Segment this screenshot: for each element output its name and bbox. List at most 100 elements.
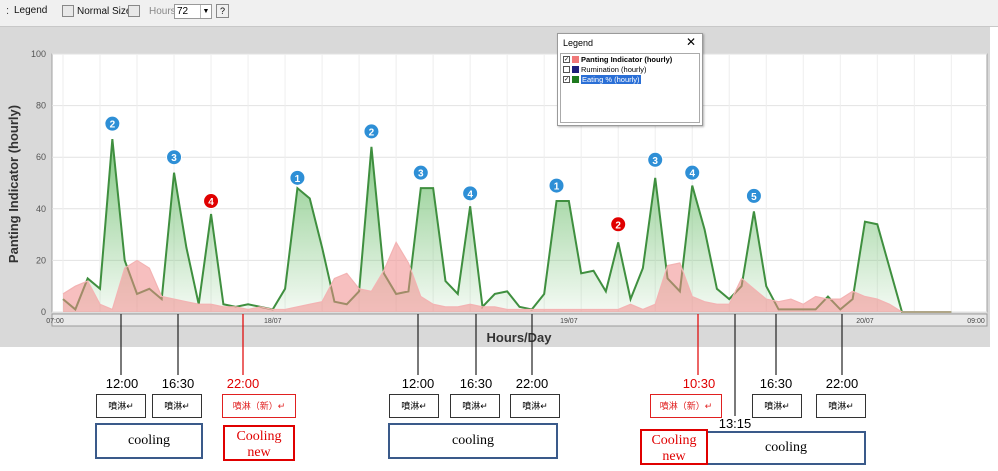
spray-box: 噴淋↵ xyxy=(450,394,500,418)
cooling-new-box: Cooling new xyxy=(640,429,708,465)
annotation-lines xyxy=(120,314,843,416)
annotation-time: 10:30 xyxy=(682,376,716,391)
annotation-time: 12:00 xyxy=(105,376,139,391)
y-tick-label: 20 xyxy=(36,255,46,265)
panting-series xyxy=(62,241,952,313)
event-marker xyxy=(745,187,762,204)
legend-item[interactable]: Rumination (hourly) xyxy=(561,64,699,74)
x-axis-bar xyxy=(51,313,988,327)
event-marker-label: 2 xyxy=(110,120,116,131)
toolbar-grip[interactable]: : xyxy=(6,5,10,17)
event-marker-label: 1 xyxy=(295,174,301,185)
event-marker-label: 3 xyxy=(171,153,177,164)
legend-button[interactable]: Legend xyxy=(14,5,47,16)
y-tick-label: 100 xyxy=(31,49,46,59)
event-marker-label: 2 xyxy=(369,127,375,138)
x-axis: 07:00 18/07 19/07 20/07 09:00 xyxy=(46,318,985,325)
y-axis: 0 20 40 60 80 100 xyxy=(31,49,46,317)
spray-box: 噴淋↵ xyxy=(752,394,802,418)
annotation-time: 12:00 xyxy=(401,376,435,391)
legend-header: Legend ✕ xyxy=(558,34,702,52)
help-button[interactable]: ? xyxy=(216,4,229,18)
event-marker xyxy=(203,193,220,210)
event-marker-label: 3 xyxy=(652,156,658,167)
event-marker-label: 4 xyxy=(689,169,695,180)
normal-size-label: Normal Size xyxy=(77,5,132,17)
toolbar: : Legend Normal Size Hours 72 ▼ ? xyxy=(0,0,998,27)
cooling-box: cooling xyxy=(706,431,866,465)
x-axis-label: Hours/Day xyxy=(486,330,552,345)
event-marker xyxy=(647,151,664,168)
legend-list: ✓ Panting Indicator (hourly) Rumination (… xyxy=(560,53,700,123)
spray-box: 噴淋↵ xyxy=(510,394,560,418)
legend-swatch xyxy=(572,75,579,83)
spray-box: 噴淋↵ xyxy=(96,394,146,418)
event-marker xyxy=(412,164,429,181)
legend-item-label: Eating % (hourly) xyxy=(581,74,641,84)
annotation-time: 22:00 xyxy=(825,376,859,391)
legend-swatch xyxy=(572,55,579,63)
legend-button-label: Legend xyxy=(14,5,48,16)
event-marker-label: 1 xyxy=(554,182,560,193)
event-marker xyxy=(363,123,380,140)
event-marker xyxy=(104,115,121,132)
event-marker-label: 4 xyxy=(467,189,473,200)
event-marker-label: 5 xyxy=(751,192,757,203)
event-marker-label: 2 xyxy=(615,220,621,231)
legend-window[interactable]: Legend ✕ ✓ Panting Indicator (hourly) Rumi… xyxy=(557,33,703,126)
x-tick-label: 20/07 xyxy=(856,318,874,325)
close-icon[interactable]: ✕ xyxy=(685,35,696,49)
refresh-icon xyxy=(128,5,140,17)
panting-line xyxy=(62,241,952,313)
chevron-down-icon[interactable]: ▼ xyxy=(200,5,211,18)
legend-item[interactable]: ✓ Panting Indicator (hourly) xyxy=(561,54,699,64)
refresh-button[interactable] xyxy=(128,5,140,17)
checkbox[interactable]: ✓ xyxy=(563,55,570,63)
event-marker-label: 3 xyxy=(418,169,424,180)
legend-item-label: Panting Indicator (hourly) xyxy=(581,54,673,64)
zoom-icon xyxy=(62,5,74,17)
event-marker xyxy=(166,149,183,166)
x-tick-label: 07:00 xyxy=(46,318,64,325)
legend-item[interactable]: ✓ Eating % (hourly) xyxy=(561,74,699,84)
y-axis-label: Panting Indicator (hourly) xyxy=(6,105,21,263)
event-markers: 2 3 4 1 2 3 4 1 2 3 4 5 xyxy=(104,115,762,233)
y-tick-label: 0 xyxy=(41,307,46,317)
checkbox[interactable] xyxy=(563,65,570,73)
annotation-time: 13:15 xyxy=(718,416,752,431)
event-marker xyxy=(684,164,701,181)
event-marker xyxy=(548,177,565,194)
legend-title: Legend xyxy=(563,38,594,48)
checkbox[interactable]: ✓ xyxy=(563,75,570,83)
x-tick-label: 09:00 xyxy=(967,318,985,325)
x-tick-label: 18/07 xyxy=(264,318,282,325)
y-tick-label: 80 xyxy=(36,101,46,111)
event-marker xyxy=(610,216,627,233)
x-tick-label: 19/07 xyxy=(560,318,578,325)
y-tick-label: 60 xyxy=(36,152,46,162)
hours-select[interactable]: 72 ▼ xyxy=(174,4,212,19)
cooling-new-box: Cooling new xyxy=(223,425,295,461)
y-tick-label: 40 xyxy=(36,204,46,214)
spray-box: 噴淋↵ xyxy=(152,394,202,418)
event-marker xyxy=(289,169,306,186)
hours-value: 72 xyxy=(177,6,189,17)
normal-size-button[interactable]: Normal Size xyxy=(62,5,131,17)
event-marker xyxy=(462,185,479,202)
annotation-time: 16:30 xyxy=(759,376,793,391)
spray-new-box: 噴淋（新）↵ xyxy=(222,394,296,418)
annotation-time: 16:30 xyxy=(161,376,195,391)
annotation-time: 22:00 xyxy=(226,376,260,391)
event-marker-label: 4 xyxy=(208,197,214,208)
spray-box: 噴淋↵ xyxy=(816,394,866,418)
panting-area xyxy=(63,242,952,312)
cooling-box: cooling xyxy=(95,423,203,459)
legend-item-label: Rumination (hourly) xyxy=(581,64,647,74)
legend-swatch xyxy=(572,65,579,73)
spray-box: 噴淋↵ xyxy=(389,394,439,418)
cooling-box: cooling xyxy=(388,423,558,459)
spray-new-box: 噴淋（新）↵ xyxy=(650,394,722,418)
annotation-time: 16:30 xyxy=(459,376,493,391)
hours-label: Hours xyxy=(149,6,176,17)
